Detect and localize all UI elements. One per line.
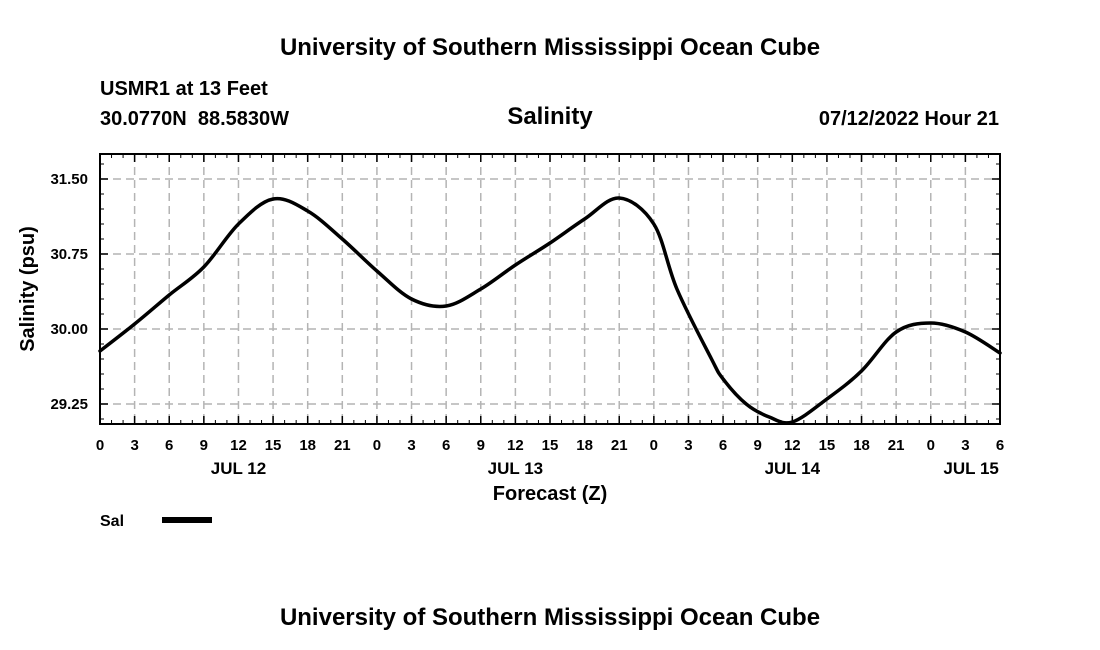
x-tick-label: 0	[373, 437, 381, 454]
date-hour-label: 07/12/2022 Hour 21	[819, 108, 999, 130]
x-tick-label: 6	[719, 437, 727, 454]
x-tick-label: 6	[996, 437, 1004, 454]
x-tick-label: 15	[542, 437, 559, 454]
x-tick-label: 21	[611, 437, 628, 454]
x-axis-label: Forecast (Z)	[493, 483, 607, 505]
x-date-label: JUL 14	[765, 459, 821, 478]
x-tick-label: 6	[442, 437, 450, 454]
series-line-sal	[98, 196, 1002, 425]
x-tick-label: 15	[265, 437, 282, 454]
y-tick-label: 30.75	[50, 246, 88, 263]
y-tick-label: 29.25	[50, 396, 88, 413]
series-layer	[98, 196, 1002, 425]
page-title-top: University of Southern Mississippi Ocean…	[280, 34, 820, 61]
y-axis-label: Salinity (psu)	[17, 226, 39, 352]
x-tick-label: 21	[888, 437, 905, 454]
x-tick-label: 12	[230, 437, 247, 454]
x-tick-label: 9	[754, 437, 762, 454]
y-tick-label: 31.50	[50, 171, 88, 188]
x-date-label: JUL 13	[488, 459, 543, 478]
x-tick-label: 0	[96, 437, 104, 454]
legend-label: Sal	[100, 513, 124, 530]
chart-title: Salinity	[507, 103, 593, 130]
x-tick-label: 3	[684, 437, 692, 454]
coordinates-label: 30.0770N 88.5830W	[100, 108, 289, 130]
x-tick-label: 0	[927, 437, 935, 454]
x-tick-label: 21	[334, 437, 351, 454]
x-tick-label: 18	[299, 437, 316, 454]
x-tick-label: 15	[819, 437, 836, 454]
x-tick-label: 3	[130, 437, 138, 454]
x-tick-label: 0	[650, 437, 658, 454]
page-title-bottom: University of Southern Mississippi Ocean…	[280, 604, 820, 631]
y-tick-label: 30.00	[50, 321, 88, 338]
plot-frame	[99, 153, 1001, 425]
x-tick-label: 12	[784, 437, 801, 454]
x-tick-label: 9	[477, 437, 485, 454]
station-label: USMR1 at 13 Feet	[100, 78, 268, 100]
x-tick-label: 9	[200, 437, 208, 454]
x-tick-label: 6	[165, 437, 173, 454]
x-tick-label: 3	[407, 437, 415, 454]
x-date-label: JUL 15	[943, 459, 998, 478]
x-tick-label: 18	[853, 437, 870, 454]
x-tick-label: 18	[576, 437, 593, 454]
x-date-label: JUL 12	[211, 459, 266, 478]
x-tick-label: 3	[961, 437, 969, 454]
grid-layer	[100, 154, 1000, 424]
x-tick-label: 12	[507, 437, 524, 454]
